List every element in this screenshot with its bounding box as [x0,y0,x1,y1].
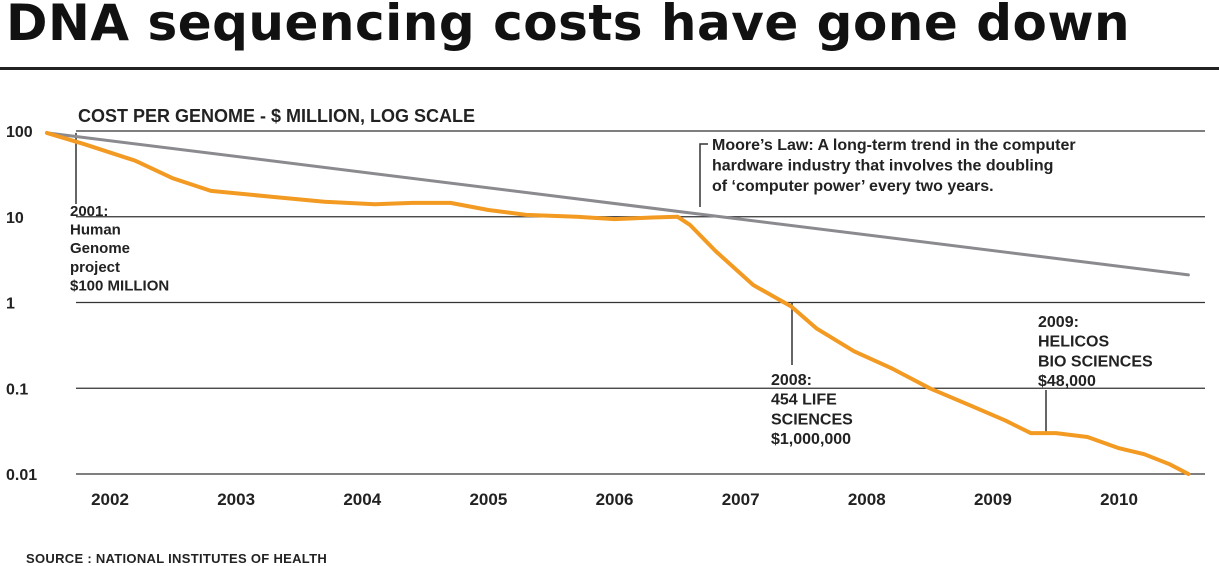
title-divider [0,67,1219,70]
annotation-hgp-line: project [70,259,120,276]
x-tick-label: 2006 [596,490,634,509]
y-tick-label: 100 [6,124,33,141]
y-tick-label: 0.01 [6,467,37,484]
x-tick-label: 2010 [1100,490,1138,509]
annotation-helicos-line: 2009: [1038,314,1079,331]
annotation-life454-line: 2008: [771,372,812,389]
y-tick-label: 0.1 [6,381,28,398]
x-tick-label: 2007 [722,490,760,509]
x-tick-label: 2009 [974,490,1012,509]
y-tick-label: 1 [6,296,15,313]
x-tick-label: 2008 [848,490,886,509]
annotation-hgp-line: Human [70,222,121,239]
annotation-hgp-line: $100 MILLION [70,277,169,294]
annotation-life454-line: $1,000,000 [771,431,851,448]
page-title: DNA sequencing costs have gone down [6,0,1131,52]
annotation-moore-line: of ‘computer power’ every two years. [712,178,994,195]
annotation-helicos-line: HELICOS [1038,334,1109,351]
x-tick-label: 2004 [343,490,381,509]
annotation-life454-line: SCIENCES [771,411,853,428]
annotation-moore-line: hardware industry that involves the doub… [712,158,1053,175]
x-tick-label: 2003 [217,490,255,509]
annotation-helicos-line: BIO SCIENCES [1038,353,1153,370]
x-tick-label: 2002 [91,490,129,509]
series-line-moores_law [45,131,1190,277]
series-line-cost [44,130,1191,476]
y-tick-label: 10 [6,210,24,227]
x-tick-label: 2005 [469,490,507,509]
annotation-hgp-line: Genome [70,240,130,257]
annotation-leader-moore [699,143,708,207]
source-note: SOURCE : NATIONAL INSTITUTES OF HEALTH [26,551,328,566]
annotation-moore-line: Moore’s Law: A long-term trend in the co… [712,137,1076,154]
chart-subtitle: COST PER GENOME - $ MILLION, LOG SCALE [78,106,476,126]
annotation-helicos-line: $48,000 [1038,373,1096,390]
annotation-hgp-line: 2001: [70,203,108,220]
annotation-life454-line: 454 LIFE [771,392,837,409]
